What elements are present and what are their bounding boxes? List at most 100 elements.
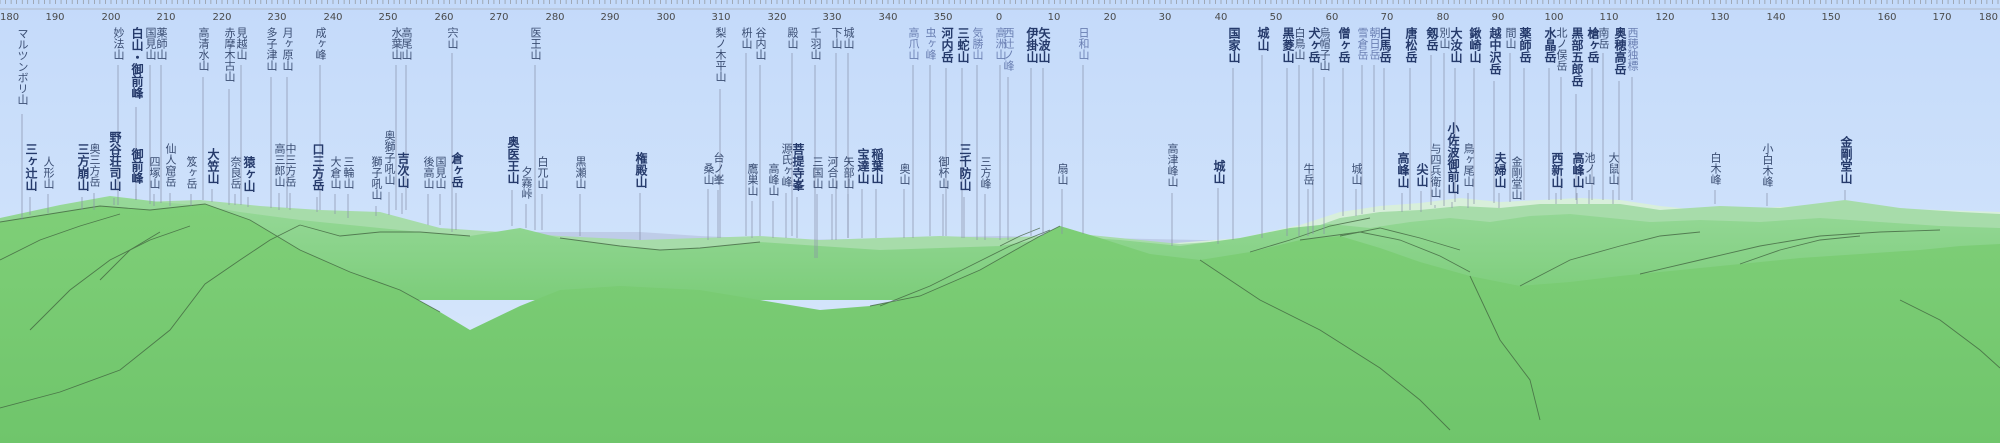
- peak-label: 千羽山: [809, 27, 822, 60]
- azimuth-tick-label: 40: [1215, 12, 1228, 23]
- peak-label: 奈良岳: [229, 156, 242, 189]
- peak-label: 奥獅子吼山: [383, 130, 396, 185]
- peak-label: 高清水山: [197, 27, 210, 71]
- azimuth-tick-label: 300: [656, 12, 675, 23]
- azimuth-tick-label: 220: [212, 12, 231, 23]
- azimuth-tick-label: 120: [1655, 12, 1674, 23]
- peak-label: 国見山: [144, 27, 157, 60]
- peak-label: 朝日岳: [1368, 27, 1381, 60]
- peak-label: 黒部五郎岳: [1570, 27, 1584, 87]
- mid-range: [0, 196, 2000, 300]
- peak-label: 白兀山: [536, 156, 549, 189]
- peak-label: 三千防山: [958, 143, 972, 191]
- peak-label: 後高山: [422, 156, 435, 189]
- peak-label: 気勝山: [971, 27, 984, 60]
- peak-label: 野谷荘司山: [108, 131, 122, 191]
- near-foreground: [0, 204, 2000, 443]
- peak-label: 烏帽子山: [1318, 27, 1331, 71]
- azimuth-tick-label: 250: [378, 12, 397, 23]
- peak-label: 薬師岳: [1518, 27, 1532, 63]
- peak-label: 尖山: [1415, 163, 1429, 187]
- azimuth-tick-label: 160: [1877, 12, 1896, 23]
- peak-label: 西辻ノ峰: [1002, 27, 1015, 71]
- peak-label: 別山: [1438, 27, 1451, 49]
- peak-label: 成ヶ峰: [314, 27, 327, 60]
- peak-label: 黒瀬山: [574, 156, 587, 189]
- peak-label: 白木峰: [1709, 152, 1722, 185]
- peak-label: 奥穂高岳: [1613, 27, 1627, 75]
- peak-label: 河合山: [826, 156, 839, 189]
- peak-label: 猿ヶ山: [242, 156, 256, 192]
- peak-label: 夕霧峠: [520, 166, 533, 199]
- peak-label: 大鼠山: [1607, 152, 1620, 185]
- azimuth-tick-label: 170: [1932, 12, 1951, 23]
- peak-label: 月ヶ原山: [281, 27, 294, 71]
- peak-label: 白山・御前峰: [130, 27, 144, 99]
- peak-label: 黒菱山: [1281, 27, 1295, 63]
- peak-label: 医王山: [529, 27, 542, 60]
- peak-label: 唐松岳: [1404, 27, 1418, 63]
- azimuth-tick-label: 150: [1821, 12, 1840, 23]
- peak-label: 仙人窟岳: [164, 143, 177, 187]
- azimuth-tick-label: 270: [489, 12, 508, 23]
- peak-label: 三ヶ辻山: [24, 143, 38, 191]
- peak-label: 権殿山: [634, 152, 648, 188]
- peak-label: 水葉山: [390, 27, 403, 60]
- peak-label: 牛岳: [1302, 163, 1315, 185]
- peak-label: 城山: [842, 27, 855, 49]
- azimuth-tick-label: 140: [1766, 12, 1785, 23]
- peak-label: 犬ヶ岳: [1307, 27, 1321, 63]
- peak-label: 笈ヶ岳: [185, 156, 198, 189]
- peak-label: 奥三方岳: [88, 143, 101, 187]
- azimuth-tick-label: 20: [1104, 12, 1117, 23]
- azimuth-tick-label: 180: [1979, 12, 1998, 23]
- peak-label: 矢波山: [1037, 27, 1051, 63]
- peak-label: 高津峰山: [1166, 143, 1179, 187]
- peak-label: 宍山: [446, 27, 459, 49]
- peak-label: 鳥ヶ尾山: [1462, 143, 1475, 187]
- peak-label: 高爪山: [907, 27, 920, 60]
- peak-label: 妙法山: [112, 27, 125, 60]
- azimuth-tick-label: 180: [0, 12, 19, 23]
- peak-label: 殿山: [786, 27, 799, 49]
- peak-label: 三国山: [811, 156, 824, 189]
- peak-label: 国見山: [434, 156, 447, 189]
- azimuth-tick-label: 30: [1159, 12, 1172, 23]
- peak-label: 高三郎山: [273, 143, 286, 187]
- peak-label: 西新山: [1550, 152, 1564, 188]
- peak-label: 槍ヶ岳: [1586, 27, 1600, 63]
- azimuth-tick-label: 130: [1710, 12, 1729, 23]
- azimuth-tick-label: 280: [545, 12, 564, 23]
- peak-label: 宝達山: [856, 148, 870, 184]
- peak-label: 国家山: [1227, 27, 1241, 63]
- peak-label: 雪倉岳: [1356, 27, 1369, 60]
- peak-label: 三方峰: [979, 156, 992, 189]
- peak-label: 獅子吼山: [370, 156, 383, 200]
- azimuth-tick-label: 90: [1492, 12, 1505, 23]
- peak-label: 枡山: [740, 27, 753, 49]
- peak-label: 小白木峰: [1761, 143, 1774, 187]
- peak-label: 白鳥山: [1293, 27, 1306, 60]
- peak-label: 四塚山: [148, 156, 161, 189]
- peak-label: 大笠山: [206, 148, 220, 184]
- peak-label: 水晶岳: [1543, 27, 1557, 63]
- peak-label: 中三方岳: [284, 143, 297, 187]
- peak-label: 三蛇山: [956, 27, 970, 63]
- peak-label: 三輪山: [342, 156, 355, 189]
- peak-label: 御前峰: [130, 148, 144, 184]
- peak-label: 桑山: [702, 163, 715, 185]
- peak-label: 日和山: [1077, 27, 1090, 60]
- peak-label: 多子津山: [265, 27, 278, 71]
- peak-label: 夫婦山: [1493, 152, 1507, 188]
- azimuth-tick-label: 350: [933, 12, 952, 23]
- peak-label: 南岳: [1597, 27, 1610, 49]
- peak-label: 大汝山: [1449, 27, 1463, 63]
- peak-label: 高峰山: [1396, 152, 1410, 188]
- peak-label: 北ノ俣岳: [1555, 27, 1568, 71]
- azimuth-tick-label: 230: [267, 12, 286, 23]
- azimuth-tick-label: 10: [1048, 12, 1061, 23]
- peak-label: 金剛堂山: [1510, 156, 1523, 200]
